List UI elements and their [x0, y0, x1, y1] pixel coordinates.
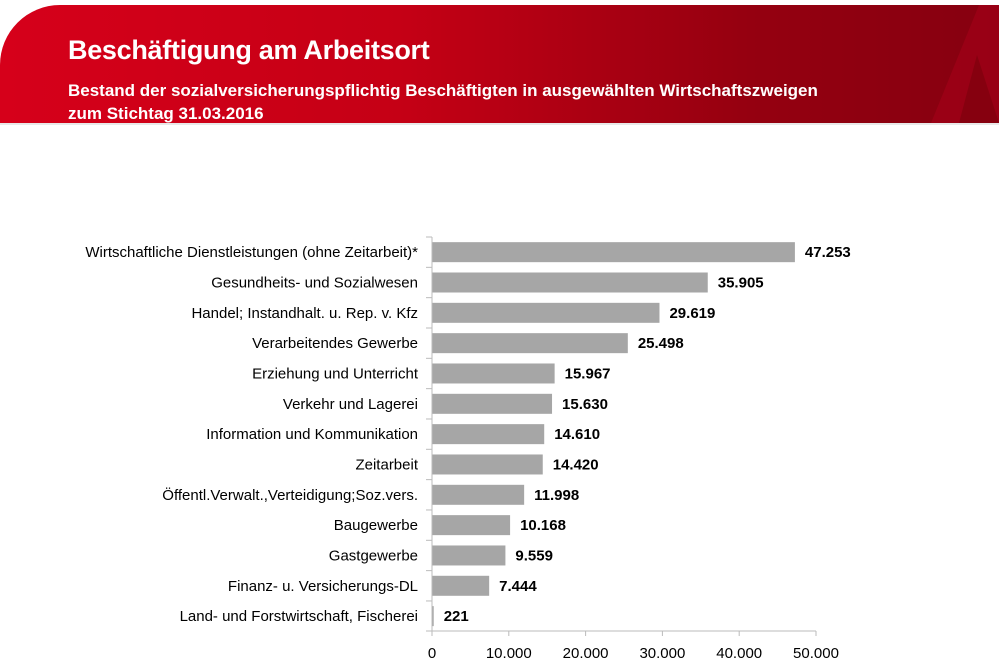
bar — [432, 545, 506, 566]
subtitle-line-2: zum Stichtag 31.03.2016 — [68, 104, 264, 123]
category-label: Handel; Instandhalt. u. Rep. v. Kfz — [191, 305, 418, 322]
page-subtitle: Bestand der sozialversicherungspflichtig… — [68, 79, 968, 123]
page-title: Beschäftigung am Arbeitsort — [68, 35, 430, 65]
subtitle-line-1: Bestand der sozialversicherungspflichtig… — [68, 81, 818, 100]
data-label: 14.420 — [553, 456, 599, 473]
bar — [432, 242, 795, 263]
category-label: Land- und Forstwirtschaft, Fischerei — [180, 608, 418, 625]
category-label: Information und Kommunikation — [206, 426, 418, 443]
category-label: Öffentl.Verwalt.,Verteidigung;Soz.vers. — [162, 486, 418, 504]
x-tick-label: 40.000 — [716, 645, 762, 662]
data-label: 10.168 — [520, 517, 566, 534]
bar — [432, 393, 553, 414]
data-label: 47.253 — [805, 244, 851, 261]
bar — [432, 606, 434, 627]
brand-logo-icon — [931, 5, 999, 123]
data-label: 35.905 — [718, 274, 764, 291]
bar — [432, 363, 555, 384]
category-label: Zeitarbeit — [355, 456, 418, 473]
bar — [432, 302, 660, 323]
bar — [432, 454, 543, 475]
category-label: Verkehr und Lagerei — [283, 396, 418, 413]
category-label: Verarbeitendes Gewerbe — [252, 335, 418, 352]
data-label: 7.444 — [499, 578, 537, 595]
category-label: Erziehung und Unterricht — [252, 365, 419, 382]
data-label: 9.559 — [515, 547, 553, 564]
bar — [432, 333, 628, 354]
x-tick-label: 10.000 — [486, 645, 532, 662]
data-label: 25.498 — [638, 335, 684, 352]
category-label: Gastgewerbe — [329, 547, 418, 564]
data-label: 11.998 — [534, 487, 579, 504]
data-label: 15.967 — [565, 365, 611, 382]
x-tick-label: 20.000 — [563, 645, 609, 662]
x-tick-label: 0 — [428, 645, 436, 662]
bar — [432, 575, 490, 596]
category-label: Baugewerbe — [334, 517, 418, 534]
data-label: 221 — [444, 608, 469, 625]
category-label: Wirtschaftliche Dienstleistungen (ohne Z… — [85, 244, 418, 261]
x-tick-label: 30.000 — [639, 645, 685, 662]
category-label: Finanz- u. Versicherungs-DL — [228, 578, 418, 595]
data-label: 29.619 — [669, 305, 715, 322]
bar — [432, 515, 511, 536]
header-banner: Beschäftigung am Arbeitsort Bestand der … — [0, 5, 999, 125]
data-label: 14.610 — [554, 426, 600, 443]
bar — [432, 424, 545, 445]
bar — [432, 272, 708, 293]
bar — [432, 484, 525, 505]
category-label: Gesundheits- und Sozialwesen — [211, 274, 418, 291]
x-tick-label: 50.000 — [793, 645, 839, 662]
data-label: 15.630 — [562, 396, 608, 413]
